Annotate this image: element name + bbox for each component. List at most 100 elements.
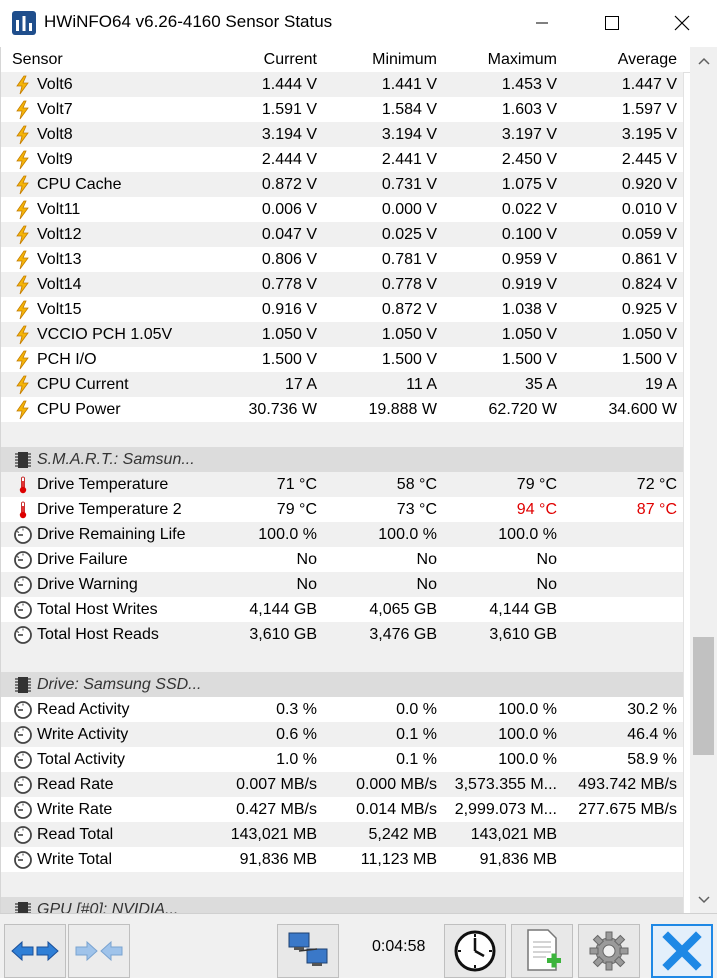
maximum-value: 0.959 V (501, 251, 557, 268)
voltage-icon (13, 375, 33, 395)
sensor-row[interactable]: Total Activity 1.0 % 0.1 % 100.0 % 58.9 % (1, 747, 683, 772)
sensor-table[interactable]: Sensor Current Minimum Maximum Average V… (0, 47, 691, 913)
maximum-value: 143,021 MB (470, 826, 557, 843)
sensor-group-name: GPU [#0]: NVIDIA... (37, 901, 179, 913)
current-value: No (296, 551, 317, 568)
sensor-row[interactable]: Drive Temperature 2 79 °C 73 °C 94 °C 87 °C (1, 497, 683, 522)
sensor-row[interactable]: Read Total 143,021 MB 5,242 MB 143,021 MB (1, 822, 683, 847)
minimum-value: 5,242 MB (368, 826, 437, 843)
minimum-value: 0.1 % (396, 751, 437, 768)
sensor-row[interactable]: Write Rate 0.427 MB/s 0.014 MB/s 2,999.073 … (1, 797, 683, 822)
sensor-name: Write Activity (37, 726, 129, 743)
reset-timer-button[interactable] (444, 924, 506, 978)
sensor-row[interactable]: Volt6 1.444 V 1.441 V 1.453 V 1.447 V (1, 72, 683, 97)
sensor-row[interactable]: CPU Current 17 A 11 A 35 A 19 A (1, 372, 683, 397)
minimum-value: 4,065 GB (369, 601, 437, 618)
sensor-row[interactable]: Volt12 0.047 V 0.025 V 0.100 V 0.059 V (1, 222, 683, 247)
minimum-value: 0.014 MB/s (356, 801, 437, 818)
sensor-row[interactable]: VCCIO PCH 1.05V 1.050 V 1.050 V 1.050 V 1.05… (1, 322, 683, 347)
settings-button[interactable] (578, 924, 640, 978)
average-value (561, 522, 677, 547)
sensor-row[interactable]: Volt14 0.778 V 0.778 V 0.919 V 0.824 V (1, 272, 683, 297)
minimum-value: 0.781 V (381, 251, 437, 268)
voltage-icon (13, 250, 33, 270)
minimum-value: 100.0 % (378, 526, 437, 543)
maximum-value: 0.100 V (501, 226, 557, 243)
minimize-button[interactable] (519, 0, 565, 46)
column-divider (683, 47, 684, 913)
maximum-value: 100.0 % (498, 701, 557, 718)
sensor-row[interactable]: Volt8 3.194 V 3.194 V 3.197 V 3.195 V (1, 122, 683, 147)
sensor-name: Volt6 (37, 76, 73, 93)
average-value: 3.195 V (621, 126, 677, 143)
close-button[interactable] (659, 0, 705, 46)
sensor-name: CPU Cache (37, 176, 122, 193)
column-header-sensor[interactable]: Sensor (12, 51, 63, 68)
network-button[interactable] (277, 924, 339, 978)
maximum-value: 100.0 % (498, 526, 557, 543)
voltage-icon (13, 175, 33, 195)
sensor-row[interactable]: CPU Power 30.736 W 19.888 W 62.720 W 34.600 … (1, 397, 683, 422)
scroll-thumb[interactable] (693, 637, 714, 755)
sensor-row[interactable]: Drive Warning No No No (1, 572, 683, 597)
column-header-current[interactable]: Current (263, 51, 317, 68)
sensor-group-header[interactable]: Drive: Samsung SSD... (1, 672, 683, 697)
sensor-row[interactable]: Write Total 91,836 MB 11,123 MB 91,836 MB (1, 847, 683, 872)
current-value: 143,021 MB (230, 826, 317, 843)
sensor-row[interactable]: Drive Failure No No No (1, 547, 683, 572)
maximum-value: 2.450 V (501, 151, 557, 168)
voltage-icon (13, 150, 33, 170)
sensor-name: Read Total (37, 826, 114, 843)
vertical-scrollbar[interactable] (690, 47, 717, 913)
sensor-row[interactable]: Drive Temperature 71 °C 58 °C 79 °C 72 °C (1, 472, 683, 497)
average-value: 493.742 MB/s (578, 776, 677, 793)
maximum-value: 91,836 MB (479, 851, 557, 868)
sensor-name: Volt9 (37, 151, 73, 168)
sensor-group-header[interactable]: GPU [#0]: NVIDIA... (1, 897, 683, 913)
minimum-value: 73 °C (396, 501, 437, 518)
minimum-value: 0.1 % (396, 726, 437, 743)
sensor-row[interactable]: PCH I/O 1.500 V 1.500 V 1.500 V 1.500 V (1, 347, 683, 372)
sensor-row[interactable]: Volt11 0.006 V 0.000 V 0.022 V 0.010 V (1, 197, 683, 222)
sensor-row[interactable]: Read Rate 0.007 MB/s 0.000 MB/s 3,573.355 M… (1, 772, 683, 797)
sensor-row[interactable]: Drive Remaining Life 100.0 % 100.0 % 100.0 … (1, 522, 683, 547)
column-header-minimum[interactable]: Minimum (372, 51, 437, 68)
settings-gear-icon (589, 931, 629, 971)
gauge-icon (13, 550, 33, 570)
column-header-maximum[interactable]: Maximum (487, 51, 557, 68)
chevron-down-icon (697, 895, 710, 903)
minimum-value: 3.194 V (381, 126, 437, 143)
sensor-row[interactable]: Volt7 1.591 V 1.584 V 1.603 V 1.597 V (1, 97, 683, 122)
scroll-down-button[interactable] (690, 886, 717, 913)
maximize-button[interactable] (589, 0, 635, 46)
maximum-value: 0.022 V (501, 201, 557, 218)
current-value: 91,836 MB (239, 851, 317, 868)
sensor-row[interactable]: Volt9 2.444 V 2.441 V 2.450 V 2.445 V (1, 147, 683, 172)
minimum-value: No (416, 576, 437, 593)
maximum-value: 1.038 V (501, 301, 557, 318)
sensor-row[interactable]: Volt13 0.806 V 0.781 V 0.959 V 0.861 V (1, 247, 683, 272)
maximum-value: 3,573.355 M... (454, 776, 557, 793)
sensor-row[interactable]: Volt15 0.916 V 0.872 V 1.038 V 0.925 V (1, 297, 683, 322)
column-header-average[interactable]: Average (617, 51, 677, 68)
close-sensor-button[interactable] (651, 924, 713, 978)
current-value: 71 °C (276, 476, 317, 493)
current-value: 3,610 GB (249, 626, 317, 643)
sensor-row[interactable]: Read Activity 0.3 % 0.0 % 100.0 % 30.2 % (1, 697, 683, 722)
add-report-button[interactable] (511, 924, 573, 978)
average-value: 0.920 V (621, 176, 677, 193)
average-value: 0.861 V (621, 251, 677, 268)
minimum-value: 2.441 V (381, 151, 437, 168)
nav-arrows-button[interactable] (4, 924, 66, 978)
sensor-row[interactable]: CPU Cache 0.872 V 0.731 V 1.075 V 0.920 V (1, 172, 683, 197)
nav-arrows-disabled-button[interactable] (68, 924, 130, 978)
sensor-row[interactable]: Total Host Writes 4,144 GB 4,065 GB 4,144 G… (1, 597, 683, 622)
sensor-row[interactable]: Total Host Reads 3,610 GB 3,476 GB 3,610 GB (1, 622, 683, 647)
maximum-value: No (536, 576, 557, 593)
sensor-row[interactable]: Write Activity 0.6 % 0.1 % 100.0 % 46.4 % (1, 722, 683, 747)
scroll-up-button[interactable] (690, 47, 717, 74)
sensor-group-header[interactable]: S.M.A.R.T.: Samsun... (1, 447, 683, 472)
maximum-value: 3.197 V (501, 126, 557, 143)
current-value: 79 °C (276, 501, 317, 518)
average-value: 58.9 % (627, 751, 677, 768)
